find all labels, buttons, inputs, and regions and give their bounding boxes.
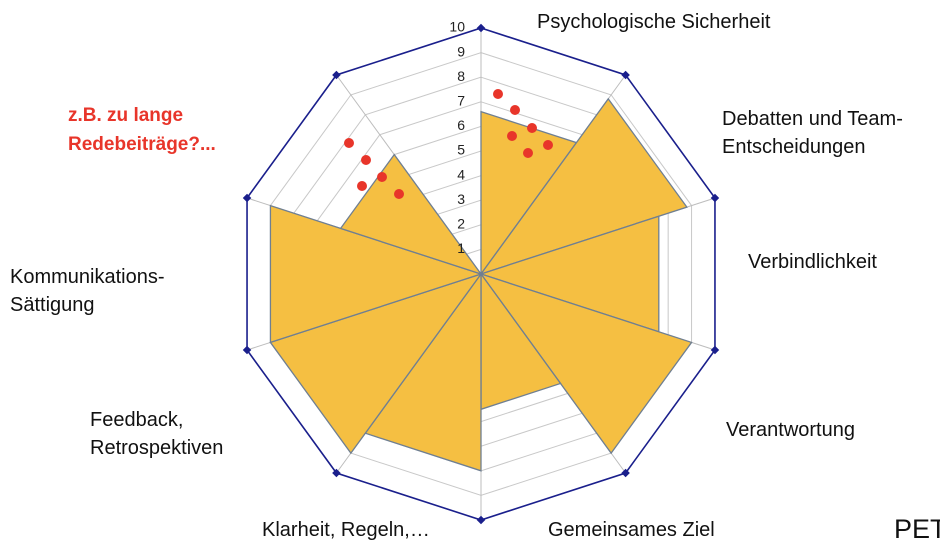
- category-label: Verantwortung: [726, 419, 855, 441]
- vote-dot: [377, 172, 387, 182]
- tick-label: 2: [457, 216, 465, 232]
- category-label: Kommunikations-Sättigung: [10, 266, 165, 316]
- vote-dot: [344, 138, 354, 148]
- vertex-marker: [476, 23, 486, 33]
- tick-label: 5: [457, 142, 465, 158]
- tick-label: 4: [457, 166, 465, 182]
- vertex-marker: [710, 345, 720, 355]
- vertex-marker: [242, 193, 252, 203]
- category-label: Psychologische Sicherheit: [537, 11, 771, 33]
- vote-dot: [361, 155, 371, 165]
- category-label: Gemeinsames Ziel: [548, 519, 715, 541]
- vote-dot: [507, 131, 517, 141]
- tick-label: 8: [457, 68, 465, 84]
- vertex-marker: [332, 70, 341, 80]
- vertex-marker: [332, 468, 341, 478]
- tick-label: 3: [457, 191, 465, 207]
- tick-label: 9: [457, 43, 465, 59]
- category-label: Verbindlichkeit: [748, 251, 877, 273]
- tick-label: 7: [457, 93, 465, 109]
- tick-label: 10: [449, 19, 465, 35]
- vote-dot: [394, 189, 404, 199]
- category-label: Klarheit, Regeln,…: [262, 519, 430, 541]
- corner-text: PET: [894, 514, 940, 544]
- tick-label: 1: [457, 240, 465, 256]
- vertex-marker: [476, 515, 486, 525]
- vote-dot: [527, 123, 537, 133]
- vote-dot: [357, 181, 367, 191]
- wedge: [339, 153, 483, 276]
- tick-label: 6: [457, 117, 465, 133]
- category-label: Debatten und Team-Entscheidungen: [722, 108, 903, 158]
- vote-dot: [493, 89, 503, 99]
- annotation: z.B. zu lange Redebeiträge?...: [68, 105, 216, 155]
- vote-dot: [510, 105, 520, 115]
- vertex-marker: [621, 468, 630, 478]
- vote-dot: [523, 148, 533, 158]
- category-label: Feedback, Retrospektiven: [90, 409, 224, 459]
- vote-dot: [543, 140, 553, 150]
- vertex-marker: [242, 345, 252, 355]
